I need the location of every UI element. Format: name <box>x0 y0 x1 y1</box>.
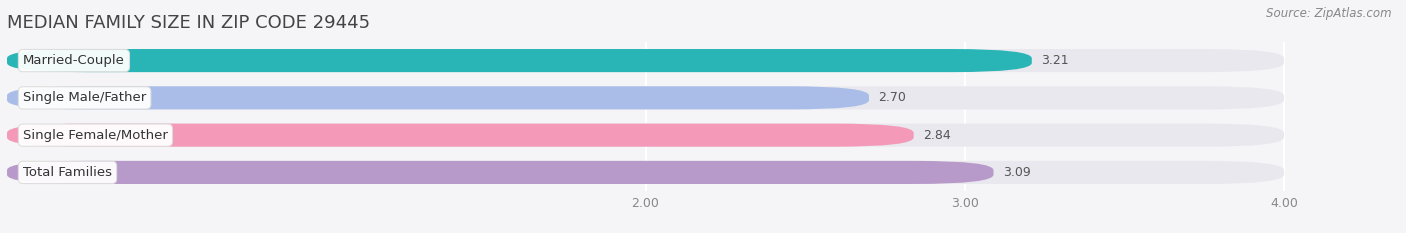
Text: 3.21: 3.21 <box>1042 54 1069 67</box>
Text: Single Female/Mother: Single Female/Mother <box>22 129 167 142</box>
Text: Single Male/Father: Single Male/Father <box>22 91 146 104</box>
FancyBboxPatch shape <box>7 123 914 147</box>
FancyBboxPatch shape <box>7 161 994 184</box>
Text: Married-Couple: Married-Couple <box>22 54 125 67</box>
FancyBboxPatch shape <box>7 49 1032 72</box>
Text: Total Families: Total Families <box>22 166 112 179</box>
Text: MEDIAN FAMILY SIZE IN ZIP CODE 29445: MEDIAN FAMILY SIZE IN ZIP CODE 29445 <box>7 14 370 32</box>
FancyBboxPatch shape <box>7 161 1284 184</box>
Text: 2.70: 2.70 <box>879 91 907 104</box>
Text: Source: ZipAtlas.com: Source: ZipAtlas.com <box>1267 7 1392 20</box>
Text: 3.09: 3.09 <box>1002 166 1031 179</box>
FancyBboxPatch shape <box>7 49 1284 72</box>
Text: 2.84: 2.84 <box>924 129 950 142</box>
FancyBboxPatch shape <box>7 86 1284 110</box>
FancyBboxPatch shape <box>7 123 1284 147</box>
FancyBboxPatch shape <box>7 86 869 110</box>
